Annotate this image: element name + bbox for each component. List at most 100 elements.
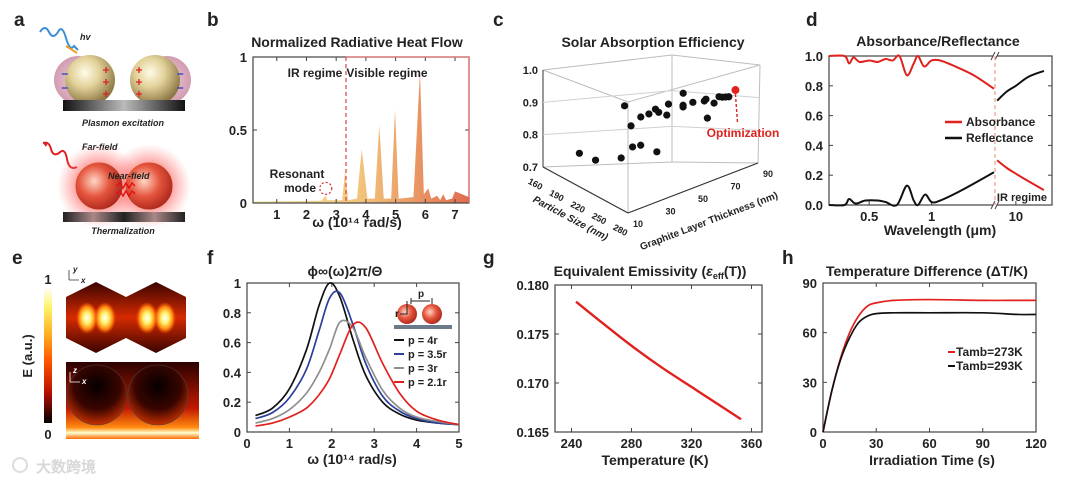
field-hotspot [154,302,176,334]
data-point [645,110,653,118]
series-line-absorbance-ir [996,159,1045,191]
light-arrow-icon [65,45,78,54]
x-tick-label: 30 [869,436,883,451]
data-point [591,156,600,164]
data-point [679,101,687,109]
y-tick-label: 0.180 [516,278,549,293]
data-point [628,143,637,151]
particle-tick-label: 280 [611,222,629,238]
emissivity-curve [575,300,742,421]
legend-label: Tamb=273K [956,345,1023,359]
grid-line [671,125,759,131]
data-point [627,122,635,130]
thickness-axis-line [627,162,759,214]
data-point [655,108,663,116]
thickness-tick-label: 90 [763,169,773,179]
panel-label-h: h [782,248,794,269]
x-tick-label: 4 [362,207,370,222]
y-tick-label: 0.170 [516,376,549,391]
y-tick-label: 0.2 [805,168,823,183]
y-tick-label: 0.5 [229,123,247,138]
x-tick-label: 5 [392,207,399,222]
title-part: eff [713,271,725,281]
near-field-exchange-icon [115,181,136,198]
box-edge [671,161,759,164]
z-tick-label: 0.7 [523,162,538,174]
x-tick-label: 2 [303,207,310,222]
data-point [663,111,671,119]
y-tick-label: 0.8 [223,306,241,321]
y-tick-label: 60 [803,326,817,341]
axis-letter: x [81,377,87,386]
data-point [703,114,711,122]
colorbar-label: E (a.u.) [20,334,35,377]
chart-3: 0 1 2 3 4 5 0 0.2 0.4 0.6 0.8 1 ϕ∞(ω)2π/Θ ω (10¹⁴ rad… [223,263,463,467]
y-tick-label: 1.0 [805,49,823,64]
z-tick-label: 0.8 [523,130,538,142]
y-tick-label: 1 [240,50,247,65]
x-tick-label: 320 [681,436,703,451]
optimization-pointer [734,93,739,123]
inset-radius-label: r [395,309,399,320]
panel-label-e: e [12,248,23,269]
positive-charge-icon [103,67,109,73]
hv-label: hv [80,32,91,42]
positive-charge-icon [136,67,142,73]
light-wave-icon [39,27,79,51]
legend-label: p = 2.1r [408,377,448,389]
heat-flow-area [253,71,469,203]
y-tick-label: 0.0 [805,198,823,213]
thickness-tick-label: 30 [666,207,676,217]
box-edge [757,64,761,164]
arrow-head-icon [43,142,48,147]
panel-label-a: a [14,10,25,31]
field-hotspot [136,302,158,334]
chart-4: 240 280 320 360 0.165 0.170 0.175 0.180 Temperat… [516,263,763,468]
data-point [620,102,629,110]
data-point [689,98,697,106]
positive-charge-icon [136,91,142,97]
x-tick-label: 5 [455,436,462,451]
x-tick-label: 120 [1025,436,1047,451]
series-line-absorbance-visible [828,54,995,90]
x-axis-label: Temperature (K) [601,452,708,468]
chart-title: Normalized Radiative Heat Flow [251,34,463,50]
substrate-bar [63,100,185,111]
y-tick-label: 0 [810,425,817,440]
near-field-label: Near-field [108,171,150,181]
axes-orientation-icon [69,372,80,383]
legend-label: p = 3r [408,363,438,375]
particle-tick-label: 160 [526,176,544,192]
thickness-tick-label: 10 [633,219,643,229]
heated-nanoparticle [74,161,124,211]
x-axis-label: ω (10¹⁴ rad/s) [307,451,397,467]
series-line-1 [822,311,1037,433]
axis-letter: y [72,265,78,274]
colorbar [44,287,52,423]
plasmon-caption: Plasmon excitation [82,118,165,128]
x-tick-label: 90 [976,436,990,451]
visible-regime-label: Visible regime [346,66,427,80]
thickness-tick-label: 50 [698,194,708,204]
x-tick-label: 0.5 [860,209,878,224]
axis-break-icon [990,51,1000,210]
optimization-label: Optimization [707,126,780,140]
grid-line [542,125,673,136]
axis-letter: z [72,366,77,375]
y-tick-label: 0.6 [223,336,241,351]
x-tick-label: 3 [371,436,378,451]
chart-title: Absorbance/Reflectance [856,33,1020,49]
particle-axis-line [542,166,629,214]
legend-label: p = 4r [408,335,438,347]
thickness-tick-label: 70 [731,182,741,192]
x-tick-label: 1 [273,207,280,222]
positive-charge-icon [103,79,109,85]
panel-label-f: f [207,248,214,269]
legend-label: Tamb=293K [956,359,1023,373]
axis-letter: x [80,276,86,285]
data-point [725,93,733,101]
y-tick-label: 0.4 [223,365,242,380]
